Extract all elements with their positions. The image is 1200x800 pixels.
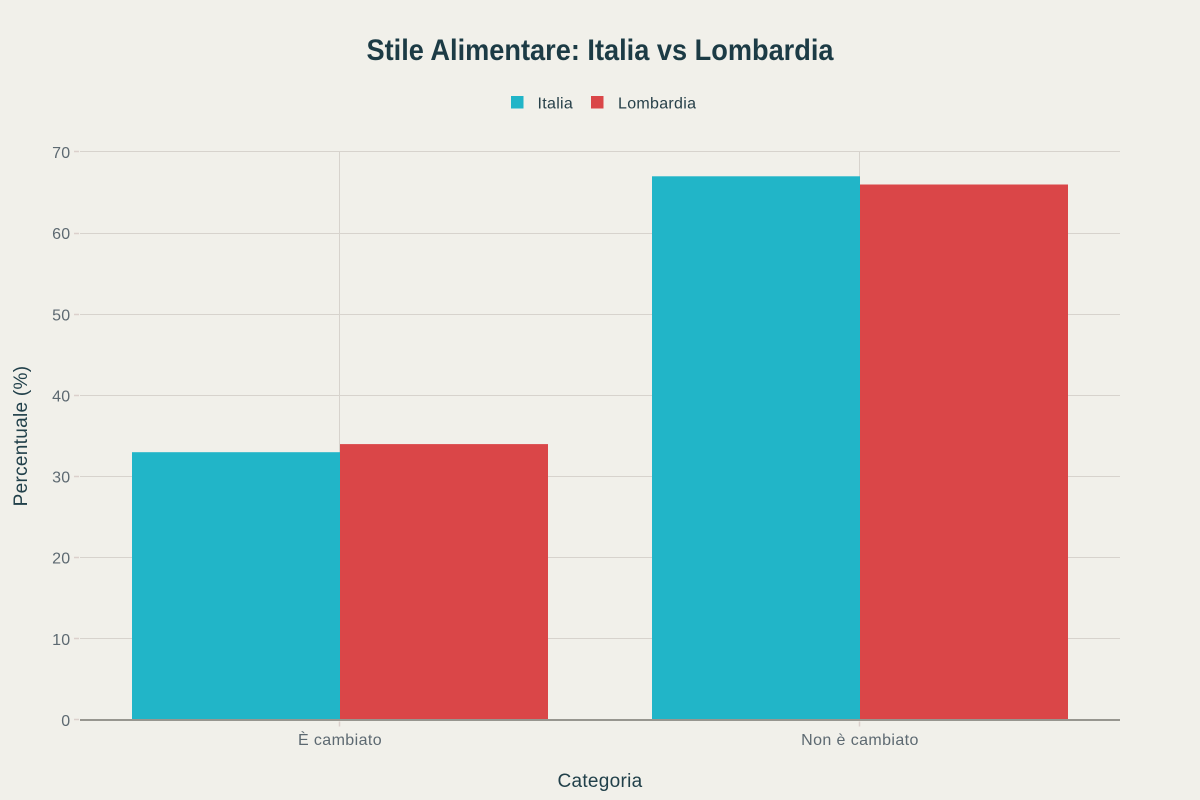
svg-text:70: 70 (52, 145, 70, 162)
svg-text:Lombardia: Lombardia (618, 96, 696, 113)
svg-text:10: 10 (52, 632, 70, 649)
svg-text:20: 20 (52, 551, 70, 568)
svg-text:Non è cambiato: Non è cambiato (801, 732, 919, 749)
svg-text:60: 60 (52, 226, 70, 243)
svg-text:50: 50 (52, 307, 70, 324)
svg-text:Stile Alimentare: Italia vs Lo: Stile Alimentare: Italia vs Lombardia (367, 34, 834, 67)
svg-text:Percentuale (%): Percentuale (%) (11, 366, 32, 507)
svg-text:30: 30 (52, 470, 70, 487)
svg-text:È cambiato: È cambiato (298, 730, 382, 749)
svg-text:0: 0 (61, 713, 70, 730)
svg-text:40: 40 (52, 388, 70, 405)
svg-text:Italia: Italia (538, 96, 574, 113)
svg-text:Categoria: Categoria (557, 771, 642, 792)
